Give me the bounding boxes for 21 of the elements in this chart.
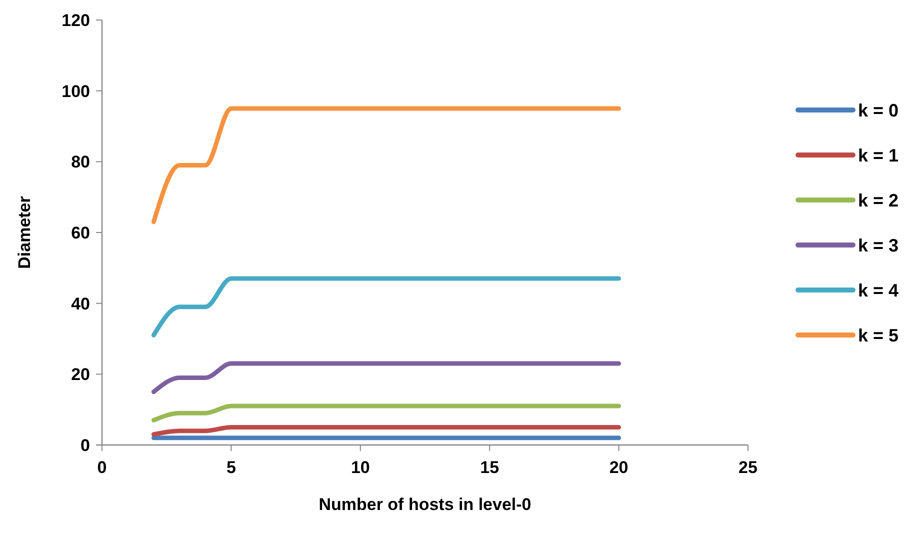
legend-label: k = 5 — [858, 325, 899, 346]
y-tick-label: 120 — [62, 10, 90, 30]
y-tick-label: 20 — [71, 365, 90, 384]
x-tick-label: 25 — [738, 458, 758, 477]
x-tick-label: 0 — [97, 458, 107, 477]
legend-label: k = 4 — [858, 280, 899, 300]
x-tick-label: 15 — [480, 458, 500, 477]
y-axis-title: Diameter — [15, 196, 34, 269]
legend-label: k = 2 — [858, 190, 899, 210]
x-tick-label: 5 — [226, 458, 236, 477]
x-tick-label: 20 — [609, 458, 628, 477]
y-tick-label: 40 — [71, 294, 90, 314]
legend-label: k = 1 — [858, 145, 899, 166]
legend-label: k = 0 — [858, 100, 899, 120]
y-tick-label: 60 — [71, 223, 90, 242]
legend-label: k = 3 — [858, 235, 899, 256]
y-tick-label: 80 — [71, 152, 90, 172]
y-tick-label: 0 — [80, 436, 90, 455]
x-axis-title: Number of hosts in level-0 — [318, 495, 532, 514]
y-tick-label: 100 — [62, 82, 90, 101]
x-tick-label: 10 — [350, 458, 370, 477]
